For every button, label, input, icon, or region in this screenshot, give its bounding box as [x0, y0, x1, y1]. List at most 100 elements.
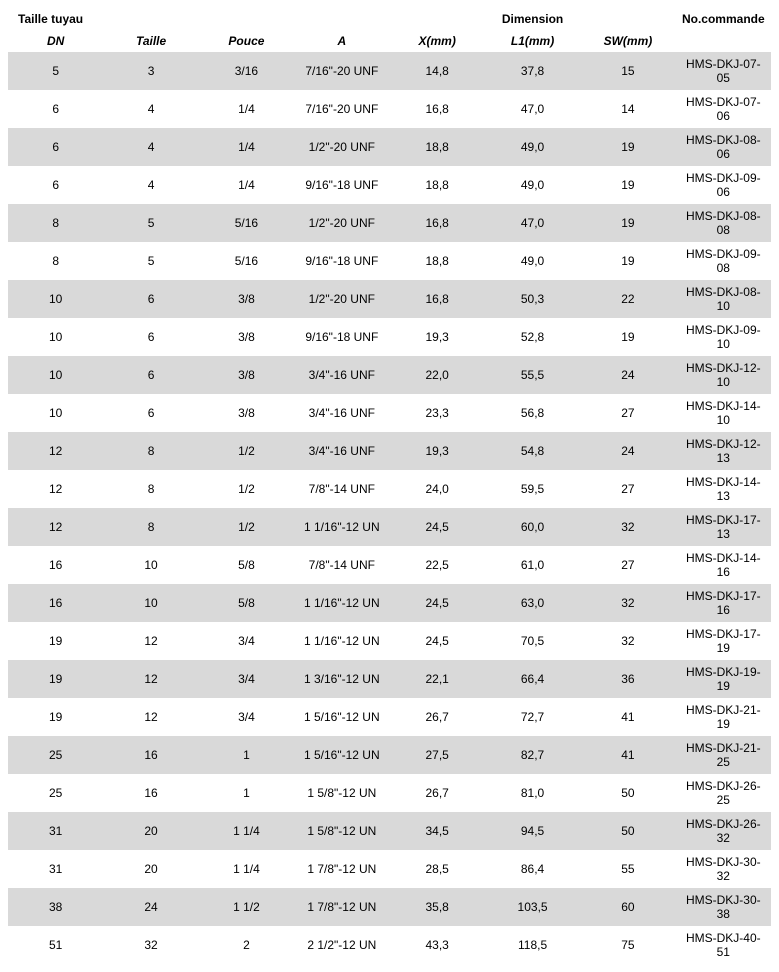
cell-pouce: 5/16 [199, 242, 294, 280]
cell-l1: 47,0 [485, 90, 580, 128]
cell-dn: 31 [8, 850, 103, 888]
header-pouce: Pouce [199, 30, 294, 52]
cell-pouce: 3/4 [199, 622, 294, 660]
cell-pouce: 2 [199, 926, 294, 964]
cell-taille: 5 [103, 204, 198, 242]
cell-l1: 66,4 [485, 660, 580, 698]
table-row: 641/41/2"-20 UNF18,849,019HMS-DKJ-08-06 [8, 128, 771, 166]
cell-x: 19,3 [390, 432, 485, 470]
cell-no: HMS-DKJ-17-19 [676, 622, 771, 660]
cell-no: HMS-DKJ-14-16 [676, 546, 771, 584]
cell-no: HMS-DKJ-19-19 [676, 660, 771, 698]
table-row: 1063/83/4"-16 UNF23,356,827HMS-DKJ-14-10 [8, 394, 771, 432]
cell-dn: 10 [8, 394, 103, 432]
cell-sw: 50 [580, 812, 675, 850]
cell-no: HMS-DKJ-08-08 [676, 204, 771, 242]
cell-dn: 25 [8, 736, 103, 774]
cell-x: 16,8 [390, 280, 485, 318]
cell-pouce: 3/8 [199, 318, 294, 356]
cell-sw: 50 [580, 774, 675, 812]
cell-no: HMS-DKJ-26-32 [676, 812, 771, 850]
cell-x: 26,7 [390, 774, 485, 812]
cell-no: HMS-DKJ-08-06 [676, 128, 771, 166]
cell-no: HMS-DKJ-17-13 [676, 508, 771, 546]
cell-no: HMS-DKJ-14-10 [676, 394, 771, 432]
cell-taille: 6 [103, 280, 198, 318]
cell-a: 7/8"-14 UNF [294, 546, 389, 584]
cell-x: 43,3 [390, 926, 485, 964]
cell-l1: 47,0 [485, 204, 580, 242]
cell-x: 24,5 [390, 622, 485, 660]
cell-taille: 16 [103, 774, 198, 812]
cell-no: HMS-DKJ-21-19 [676, 698, 771, 736]
cell-a: 1/2"-20 UNF [294, 204, 389, 242]
cell-sw: 19 [580, 166, 675, 204]
cell-sw: 60 [580, 888, 675, 926]
cell-taille: 12 [103, 698, 198, 736]
cell-l1: 50,3 [485, 280, 580, 318]
cell-l1: 49,0 [485, 242, 580, 280]
cell-dn: 38 [8, 888, 103, 926]
cell-dn: 8 [8, 204, 103, 242]
cell-x: 27,5 [390, 736, 485, 774]
cell-taille: 20 [103, 812, 198, 850]
cell-taille: 3 [103, 52, 198, 90]
cell-taille: 32 [103, 926, 198, 964]
cell-no: HMS-DKJ-30-38 [676, 888, 771, 926]
table-row: 31201 1/41 7/8"-12 UN28,586,455HMS-DKJ-3… [8, 850, 771, 888]
cell-l1: 54,8 [485, 432, 580, 470]
cell-x: 35,8 [390, 888, 485, 926]
cell-taille: 20 [103, 850, 198, 888]
cell-dn: 31 [8, 812, 103, 850]
cell-x: 14,8 [390, 52, 485, 90]
cell-a: 9/16"-18 UNF [294, 242, 389, 280]
cell-pouce: 1/2 [199, 508, 294, 546]
cell-l1: 118,5 [485, 926, 580, 964]
table-row: 641/47/16"-20 UNF16,847,014HMS-DKJ-07-06 [8, 90, 771, 128]
cell-no: HMS-DKJ-17-16 [676, 584, 771, 622]
cell-dn: 12 [8, 470, 103, 508]
cell-a: 7/16"-20 UNF [294, 90, 389, 128]
table-row: 1063/81/2"-20 UNF16,850,322HMS-DKJ-08-10 [8, 280, 771, 318]
cell-taille: 5 [103, 242, 198, 280]
cell-a: 1 3/16"-12 UN [294, 660, 389, 698]
table-row: 533/167/16"-20 UNF14,837,815HMS-DKJ-07-0… [8, 52, 771, 90]
cell-dn: 16 [8, 546, 103, 584]
cell-pouce: 5/8 [199, 584, 294, 622]
table-row: 19123/41 1/16"-12 UN24,570,532HMS-DKJ-17… [8, 622, 771, 660]
cell-a: 9/16"-18 UNF [294, 166, 389, 204]
cell-no: HMS-DKJ-12-10 [676, 356, 771, 394]
cell-pouce: 1 1/2 [199, 888, 294, 926]
cell-pouce: 5/8 [199, 546, 294, 584]
cell-l1: 61,0 [485, 546, 580, 584]
cell-sw: 41 [580, 698, 675, 736]
cell-no: HMS-DKJ-07-06 [676, 90, 771, 128]
cell-dn: 10 [8, 356, 103, 394]
cell-pouce: 1 1/4 [199, 850, 294, 888]
cell-sw: 32 [580, 508, 675, 546]
table-row: 251611 5/8"-12 UN26,781,050HMS-DKJ-26-25 [8, 774, 771, 812]
table-row: 16105/81 1/16"-12 UN24,563,032HMS-DKJ-17… [8, 584, 771, 622]
table-row: 1063/83/4"-16 UNF22,055,524HMS-DKJ-12-10 [8, 356, 771, 394]
cell-taille: 12 [103, 660, 198, 698]
cell-taille: 4 [103, 166, 198, 204]
cell-sw: 14 [580, 90, 675, 128]
cell-sw: 19 [580, 128, 675, 166]
table-row: 1063/89/16"-18 UNF19,352,819HMS-DKJ-09-1… [8, 318, 771, 356]
cell-x: 24,5 [390, 508, 485, 546]
table-row: 19123/41 5/16"-12 UN26,772,741HMS-DKJ-21… [8, 698, 771, 736]
cell-a: 1 5/8"-12 UN [294, 774, 389, 812]
cell-pouce: 1/4 [199, 90, 294, 128]
cell-sw: 19 [580, 204, 675, 242]
cell-x: 24,0 [390, 470, 485, 508]
cell-dn: 10 [8, 318, 103, 356]
table-row: 1281/21 1/16"-12 UN24,560,032HMS-DKJ-17-… [8, 508, 771, 546]
header-group-dimension: Dimension [390, 8, 676, 30]
cell-sw: 32 [580, 622, 675, 660]
cell-taille: 10 [103, 584, 198, 622]
cell-l1: 60,0 [485, 508, 580, 546]
cell-x: 18,8 [390, 166, 485, 204]
cell-pouce: 3/8 [199, 356, 294, 394]
cell-dn: 19 [8, 698, 103, 736]
cell-l1: 56,8 [485, 394, 580, 432]
